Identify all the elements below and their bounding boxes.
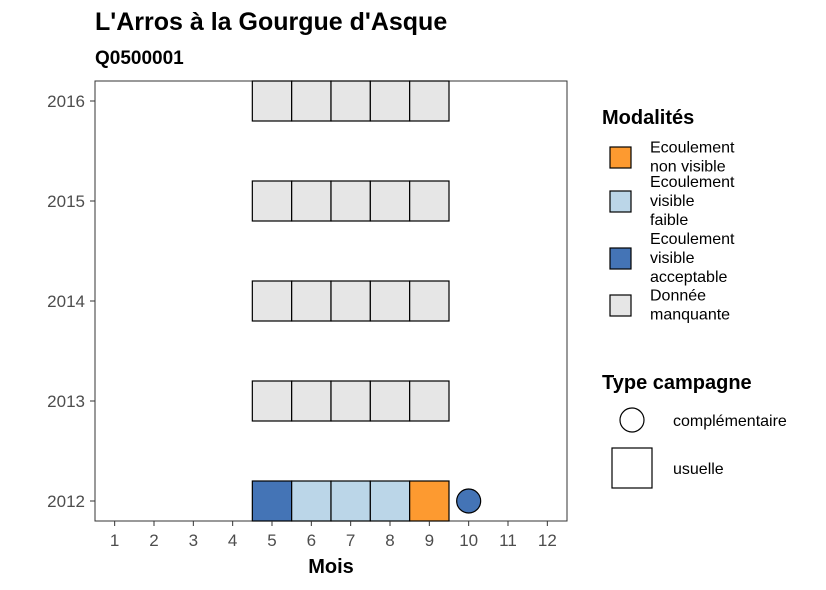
cell-2015-5 (251, 180, 293, 222)
cell-2013-8 (369, 380, 411, 422)
legend-shape-circle (619, 407, 645, 433)
cell-2013-9 (409, 380, 450, 422)
cell-2013-6 (291, 380, 332, 422)
cell-2015-6 (291, 180, 332, 222)
cell-2015-8 (369, 180, 411, 222)
y-axis: 2012 2013 2014 2015 2016 (47, 92, 95, 511)
y-tick-label: 2014 (47, 292, 85, 311)
cell-2014-7 (330, 280, 371, 322)
x-tick-label: 6 (307, 531, 316, 550)
legend-label-campagne-1: usuelle (673, 461, 724, 478)
chart-subtitle: Q0500001 (95, 48, 184, 69)
cell-2015-7 (330, 180, 371, 222)
cell-2016-5 (251, 80, 293, 122)
y-tick-label: 2013 (47, 392, 85, 411)
legend-key-0 (609, 146, 632, 169)
cell-2012-9 (409, 480, 450, 522)
legend-shape-square (611, 447, 653, 489)
x-tick-label: 7 (346, 531, 355, 550)
legend-label-2: Ecoulement visible acceptable (650, 231, 735, 286)
cell-2014-9 (409, 280, 450, 322)
legend-title-campagne: Type campagne (602, 372, 752, 394)
y-tick-label: 2015 (47, 192, 85, 211)
cell-2013-7 (330, 380, 371, 422)
cell-2012-5 (251, 480, 293, 522)
x-tick-label: 2 (149, 531, 158, 550)
legend-label-campagne-0: complémentaire (673, 413, 787, 430)
chart-title: L'Arros à la Gourgue d'Asque (95, 8, 447, 36)
x-tick-label: 8 (385, 531, 394, 550)
x-tick-label: 5 (267, 531, 276, 550)
legend-key-3 (609, 294, 632, 317)
cell-2013-5 (251, 380, 293, 422)
x-axis-label: Mois (308, 556, 354, 578)
x-tick-label: 3 (189, 531, 198, 550)
x-tick-label: 11 (499, 531, 517, 550)
cell-2012-8 (369, 480, 411, 522)
legend-label-3: Donnée manquante (650, 288, 730, 324)
cell-2012-7 (330, 480, 371, 522)
x-tick-label: 9 (425, 531, 434, 550)
heatmap-cells (251, 80, 482, 522)
cell-2016-8 (369, 80, 411, 122)
cell-2016-9 (409, 80, 450, 122)
cell-2015-9 (409, 180, 450, 222)
x-axis: 1 2 3 4 5 6 7 8 9 10 11 12 (110, 521, 557, 550)
y-tick-label: 2016 (47, 92, 85, 111)
legend-label-0: Ecoulement non visible (650, 140, 735, 176)
y-tick-label: 2012 (47, 492, 85, 511)
cell-2016-7 (330, 80, 371, 122)
x-tick-label: 12 (538, 531, 557, 550)
cell-2014-6 (291, 280, 332, 322)
cell-2014-5 (251, 280, 293, 322)
x-tick-label: 4 (228, 531, 237, 550)
cell-2016-6 (291, 80, 332, 122)
legend-title-modalites: Modalités (602, 107, 694, 129)
legend-key-2 (609, 247, 632, 270)
point-2012-10 (456, 488, 482, 514)
x-tick-label: 10 (459, 531, 478, 550)
legend-key-1 (609, 190, 632, 213)
cell-2012-6 (291, 480, 332, 522)
cell-2014-8 (369, 280, 411, 322)
x-tick-label: 1 (110, 531, 119, 550)
legend-label-1: Ecoulement visible faible (650, 174, 735, 229)
